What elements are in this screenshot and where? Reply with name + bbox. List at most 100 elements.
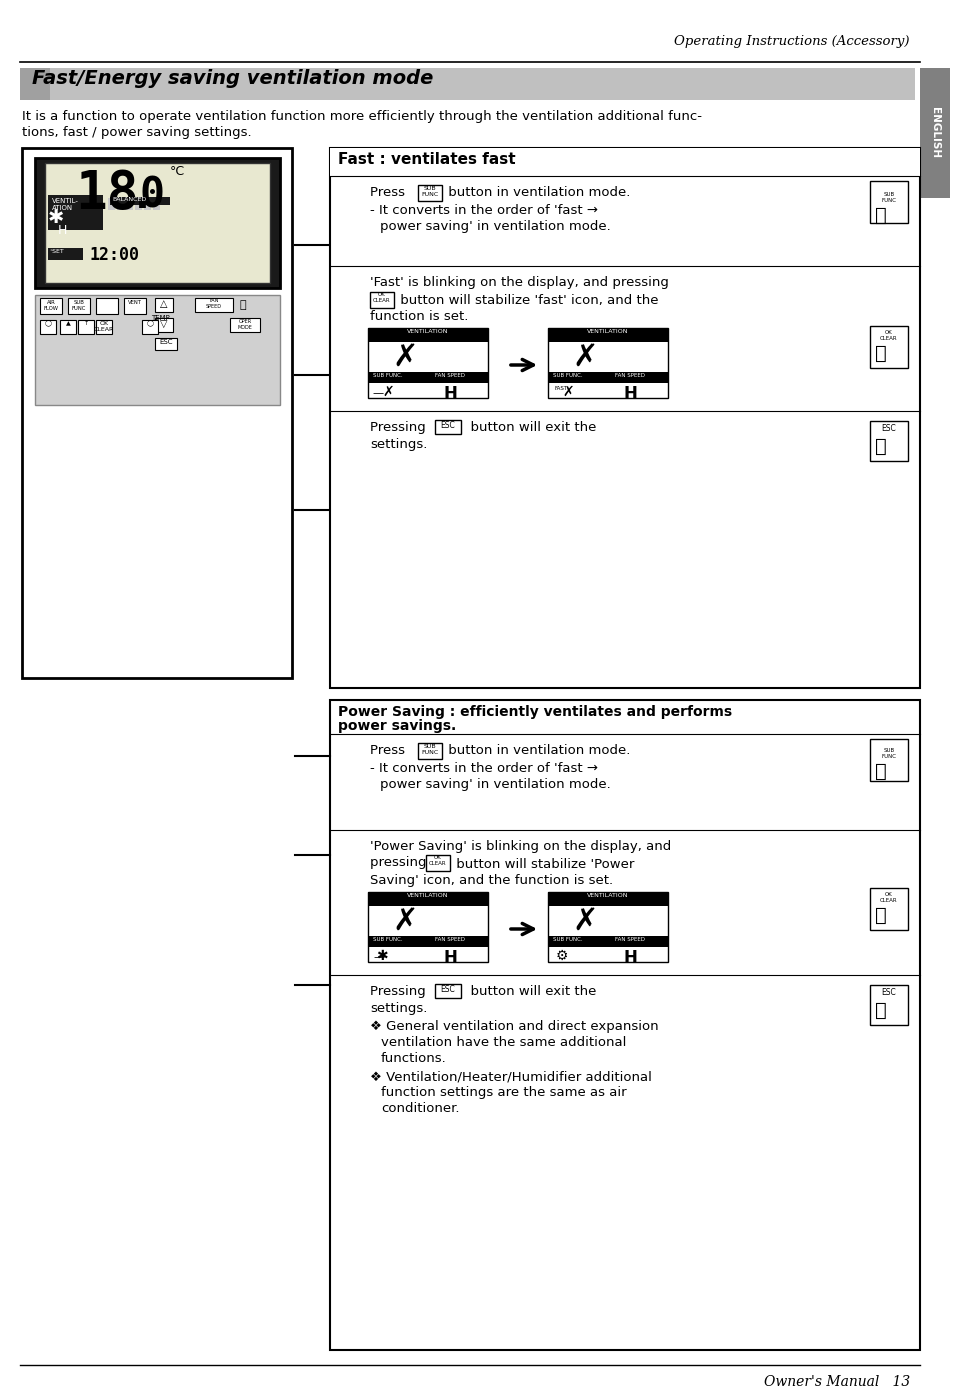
Text: ✗: ✗ [392,343,417,372]
Text: H: H [442,385,456,403]
Bar [35,295,280,405]
Bar [618,372,667,384]
Bar [426,855,450,871]
Bar [124,298,146,314]
Text: Power Saving : efficiently ventilates and performs: Power Saving : efficiently ventilates an… [337,706,731,720]
Text: ✗: ✗ [572,907,598,937]
Bar [368,937,437,946]
Text: Pressing: Pressing [370,421,434,434]
Text: button will stabilize 'Power: button will stabilize 'Power [452,858,634,871]
Bar [368,372,437,384]
Text: Fast : ventilates fast: Fast : ventilates fast [337,153,515,167]
Text: ESC: ESC [159,339,172,344]
Text: 'Power Saving' is blinking on the display, and: 'Power Saving' is blinking on the displa… [370,840,671,853]
Text: ✱: ✱ [48,209,64,227]
Text: ◯: ◯ [45,321,51,328]
Text: ✗: ✗ [382,385,394,399]
Text: H: H [622,385,637,403]
Circle shape [338,981,360,1004]
Text: —: — [372,388,383,398]
Text: - It converts in the order of 'fast →: - It converts in the order of 'fast → [370,204,598,217]
Bar [45,162,270,283]
Bar [869,421,907,461]
Text: button will exit the: button will exit the [461,421,596,434]
Text: Press: Press [370,743,409,757]
Bar [117,197,124,210]
Bar [230,318,260,332]
Bar [869,181,907,223]
Bar [417,185,441,202]
Text: Press: Press [370,186,409,199]
Text: SUB FUNC.: SUB FUNC. [373,937,402,942]
Bar [22,148,292,678]
Bar [142,321,158,335]
Text: ✋: ✋ [874,344,886,363]
Bar [108,197,115,210]
Text: pressing: pressing [370,855,431,869]
Bar [368,328,488,342]
Bar [919,69,949,197]
Text: function settings are the same as air: function settings are the same as air [380,1086,626,1099]
Text: Fast/Energy saving ventilation mode: Fast/Energy saving ventilation mode [32,69,433,88]
Bar [330,148,919,687]
Text: ✋: ✋ [874,1001,886,1021]
Bar [435,984,460,998]
Text: SUB
FUNC: SUB FUNC [881,192,896,203]
Text: ❖ General ventilation and direct expansion: ❖ General ventilation and direct expansi… [370,1021,658,1033]
Text: ❖ Ventilation/Heater/Humidifier additional: ❖ Ventilation/Heater/Humidifier addition… [370,1070,651,1084]
Text: SUB FUNC.: SUB FUNC. [553,372,582,378]
Text: AIR
FLOW: AIR FLOW [44,300,58,311]
Text: ⏻: ⏻ [239,300,246,309]
Circle shape [105,300,119,314]
Text: FAN
SPEED: FAN SPEED [206,298,222,309]
Text: °SET: °SET [49,249,64,253]
Text: ✋: ✋ [874,762,886,781]
Bar [68,298,90,314]
Text: button will exit the: button will exit the [461,986,596,998]
Bar [20,69,50,99]
Text: 0: 0 [140,175,165,217]
Text: It is a function to operate ventilation function more efficiently through the ve: It is a function to operate ventilation … [22,111,701,123]
Bar [152,197,160,210]
Text: 3: 3 [344,984,355,1002]
Text: ▲: ▲ [66,321,71,326]
Text: ✋: ✋ [874,906,886,925]
Bar [368,892,488,906]
Bar [154,337,177,350]
Bar [330,148,919,176]
Text: functions.: functions. [380,1051,446,1065]
Circle shape [235,298,250,312]
Text: tions, fast / power saving settings.: tions, fast / power saving settings. [22,126,252,139]
Bar [48,248,83,260]
Circle shape [338,837,360,860]
Text: ✱: ✱ [375,949,388,963]
Text: button in ventilation mode.: button in ventilation mode. [443,186,630,199]
Text: button will stabilize 'fast' icon, and the: button will stabilize 'fast' icon, and t… [395,294,658,307]
Text: SUB
FUNC: SUB FUNC [421,186,438,197]
Text: OK
CLEAR: OK CLEAR [880,330,897,340]
Bar [330,700,919,1350]
Text: power saving' in ventilation mode.: power saving' in ventilation mode. [379,220,610,232]
Bar [96,321,112,335]
Bar [547,892,667,962]
Text: OK
CLEAR: OK CLEAR [373,293,391,302]
Text: function is set.: function is set. [370,309,468,323]
Text: ✋: ✋ [874,437,886,456]
Text: 2: 2 [344,274,355,293]
Text: 'Fast' is blinking on the display, and pressing: 'Fast' is blinking on the display, and p… [370,276,668,288]
Text: SUB
FUNC: SUB FUNC [881,748,896,759]
Text: 18: 18 [75,168,138,220]
Text: Operating Instructions (Accessory): Operating Instructions (Accessory) [674,35,909,48]
Text: ENGLISH: ENGLISH [929,108,939,158]
Text: SUB
FUNC: SUB FUNC [71,300,86,311]
Text: TEMP: TEMP [151,315,170,321]
Text: 1: 1 [344,185,355,203]
Text: °C: °C [170,165,185,178]
Text: ✗: ✗ [572,343,598,372]
Circle shape [338,273,360,295]
Text: Pressing: Pressing [370,986,434,998]
Bar [20,69,914,99]
Bar [547,328,667,342]
Text: ◯: ◯ [147,321,153,328]
Text: settings.: settings. [370,1002,427,1015]
